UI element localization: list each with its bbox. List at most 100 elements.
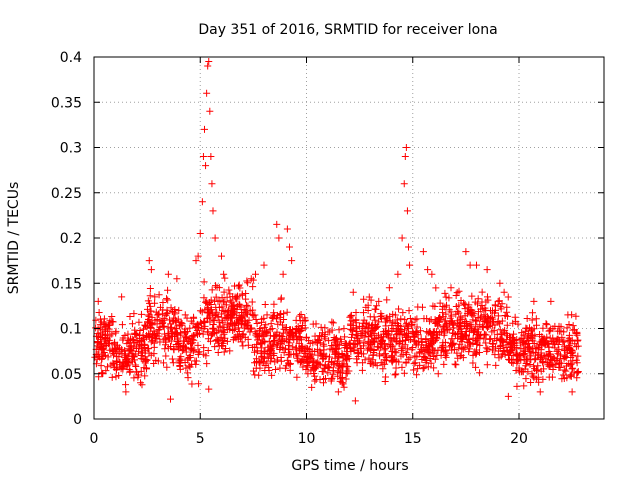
data-point: [207, 331, 215, 339]
data-point: [95, 308, 103, 316]
data-point: [208, 180, 216, 188]
data-point: [163, 363, 171, 371]
data-point: [156, 323, 164, 331]
data-point: [122, 388, 130, 396]
data-point: [203, 314, 211, 322]
data-point: [371, 359, 379, 367]
data-point: [115, 371, 123, 379]
data-point: [266, 346, 274, 354]
data-point: [312, 320, 320, 328]
data-point: [401, 153, 409, 161]
data-point: [147, 351, 155, 359]
data-point: [455, 344, 463, 352]
data-point: [214, 337, 222, 345]
data-point: [203, 89, 211, 97]
data-point: [572, 329, 580, 337]
data-point: [483, 266, 491, 274]
data-point: [410, 366, 418, 374]
data-point: [288, 257, 296, 265]
data-point: [388, 321, 396, 329]
data-point: [104, 353, 112, 361]
data-point: [453, 289, 461, 297]
data-point: [236, 316, 244, 324]
data-point: [451, 331, 459, 339]
data-point: [206, 318, 214, 326]
data-point: [296, 317, 304, 325]
data-point: [500, 288, 508, 296]
data-point: [378, 340, 386, 348]
data-point: [249, 283, 257, 291]
data-point: [161, 341, 169, 349]
data-point: [412, 328, 420, 336]
data-point: [418, 303, 426, 311]
data-point: [128, 320, 136, 328]
data-point: [311, 377, 319, 385]
data-point: [479, 323, 487, 331]
data-point: [175, 306, 183, 314]
data-point: [176, 359, 184, 367]
data-point: [440, 360, 448, 368]
data-point: [537, 349, 545, 357]
data-point: [476, 369, 484, 377]
data-point: [321, 324, 329, 332]
data-point: [161, 345, 169, 353]
data-point: [393, 338, 401, 346]
data-point: [340, 383, 348, 391]
data-point: [286, 366, 294, 374]
data-point: [252, 270, 259, 278]
data-point: [208, 286, 216, 294]
data-point: [261, 301, 269, 309]
data-point: [113, 349, 121, 357]
data-point: [161, 330, 169, 338]
data-point: [448, 335, 456, 343]
data-point: [543, 340, 551, 348]
data-point: [555, 322, 563, 330]
data-point: [455, 287, 463, 295]
data-point: [473, 341, 481, 349]
data-point: [364, 324, 372, 332]
data-point: [275, 234, 283, 242]
data-point: [406, 354, 414, 362]
data-point: [495, 297, 503, 305]
data-point: [496, 342, 504, 350]
data-point: [225, 306, 233, 314]
data-point: [284, 335, 292, 343]
data-point: [520, 341, 528, 349]
data-point: [200, 278, 208, 286]
data-point: [147, 324, 155, 332]
data-point: [292, 350, 300, 358]
data-point: [96, 340, 104, 348]
data-point: [263, 311, 271, 319]
data-point: [547, 297, 555, 305]
data-point: [220, 348, 228, 356]
data-point: [164, 286, 172, 294]
data-point: [528, 316, 536, 324]
data-point: [151, 335, 159, 343]
data-point: [370, 337, 378, 345]
data-point: [294, 357, 302, 365]
data-point: [397, 352, 405, 360]
data-point: [325, 358, 333, 366]
data-point: [532, 355, 540, 363]
data-point: [249, 312, 257, 320]
data-point: [496, 326, 504, 334]
data-point: [113, 357, 121, 365]
data-point: [206, 337, 214, 345]
data-point: [122, 381, 130, 389]
data-point: [445, 294, 453, 302]
data-point: [543, 321, 551, 329]
data-point: [434, 370, 442, 378]
data-point: [348, 326, 356, 334]
data-point: [96, 353, 104, 361]
data-point: [111, 346, 119, 354]
data-point: [395, 305, 403, 313]
data-point: [413, 353, 421, 361]
data-point: [198, 308, 206, 316]
data-point: [452, 361, 460, 369]
data-point: [135, 318, 143, 326]
data-point: [254, 336, 262, 344]
data-point: [403, 207, 411, 215]
y-tick-label: 0.15: [51, 276, 82, 292]
data-point: [144, 297, 152, 305]
data-point: [212, 282, 220, 290]
